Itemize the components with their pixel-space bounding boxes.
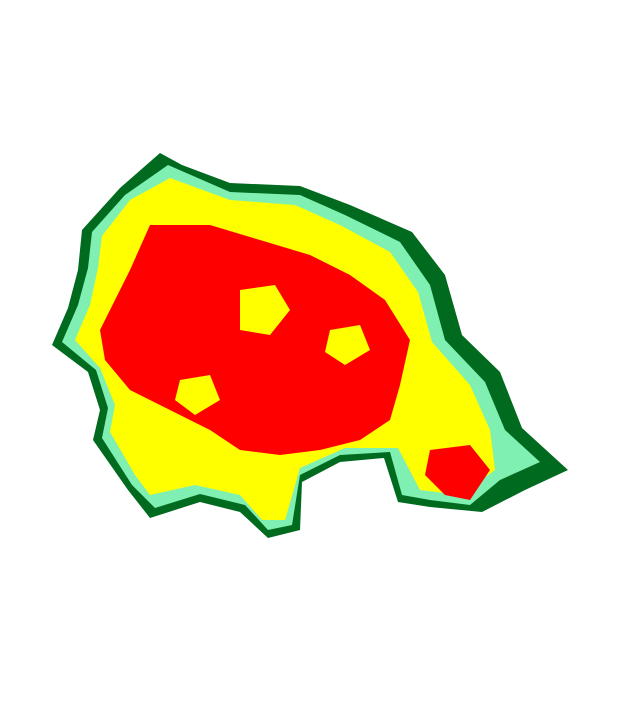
region-yellow-patch <box>175 285 370 415</box>
region-red-east <box>425 445 490 500</box>
